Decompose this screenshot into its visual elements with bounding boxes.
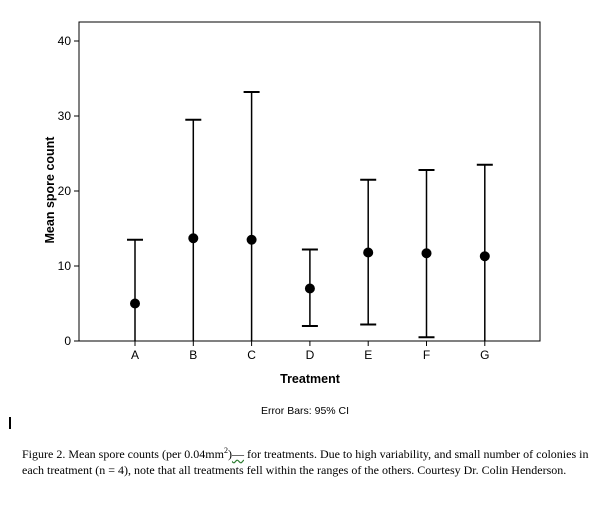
caption-spellcheck-mark: —	[231, 447, 244, 461]
plot-area: 0 10 20 30 40 A B C D E F G	[58, 21, 541, 362]
caption-part2: )	[227, 447, 232, 461]
error-bars-footnote: Error Bars: 95% CI	[261, 405, 349, 417]
y-tick-label: 0	[64, 334, 71, 348]
x-tick-label: A	[131, 348, 139, 362]
x-tick-label: D	[306, 348, 315, 362]
x-tick-label: C	[247, 348, 256, 362]
y-tick-label: 10	[58, 259, 72, 273]
caption-part1: Figure 2. Mean spore counts (per 0.04mm	[22, 447, 224, 461]
mean-point	[479, 251, 490, 262]
x-tick-label: B	[189, 348, 197, 362]
y-tick-label: 20	[58, 184, 72, 198]
mean-point	[130, 298, 140, 309]
y-tick-label: 30	[58, 109, 72, 123]
caption-part3: for treatments. Due to high variability,…	[22, 447, 589, 477]
x-tick-label: G	[480, 348, 489, 362]
x-tick-label: F	[423, 348, 430, 362]
mean-point	[363, 247, 374, 258]
figure-caption: Figure 2. Mean spore counts (per 0.04mm2…	[22, 443, 600, 478]
caption-superscript: 2	[223, 446, 228, 455]
mean-point	[246, 234, 257, 245]
y-tick-label: 40	[58, 34, 72, 48]
x-axis-title: Treatment	[280, 372, 341, 386]
mean-point	[421, 248, 432, 259]
mean-point	[188, 233, 199, 244]
mean-point	[304, 283, 315, 294]
chart: 0 10 20 30 40 A B C D E F G Mean spore count Treatm…	[43, 21, 541, 417]
x-tick-label: E	[364, 348, 372, 362]
y-axis-title: Mean spore count	[43, 136, 57, 244]
text-cursor	[9, 417, 11, 429]
